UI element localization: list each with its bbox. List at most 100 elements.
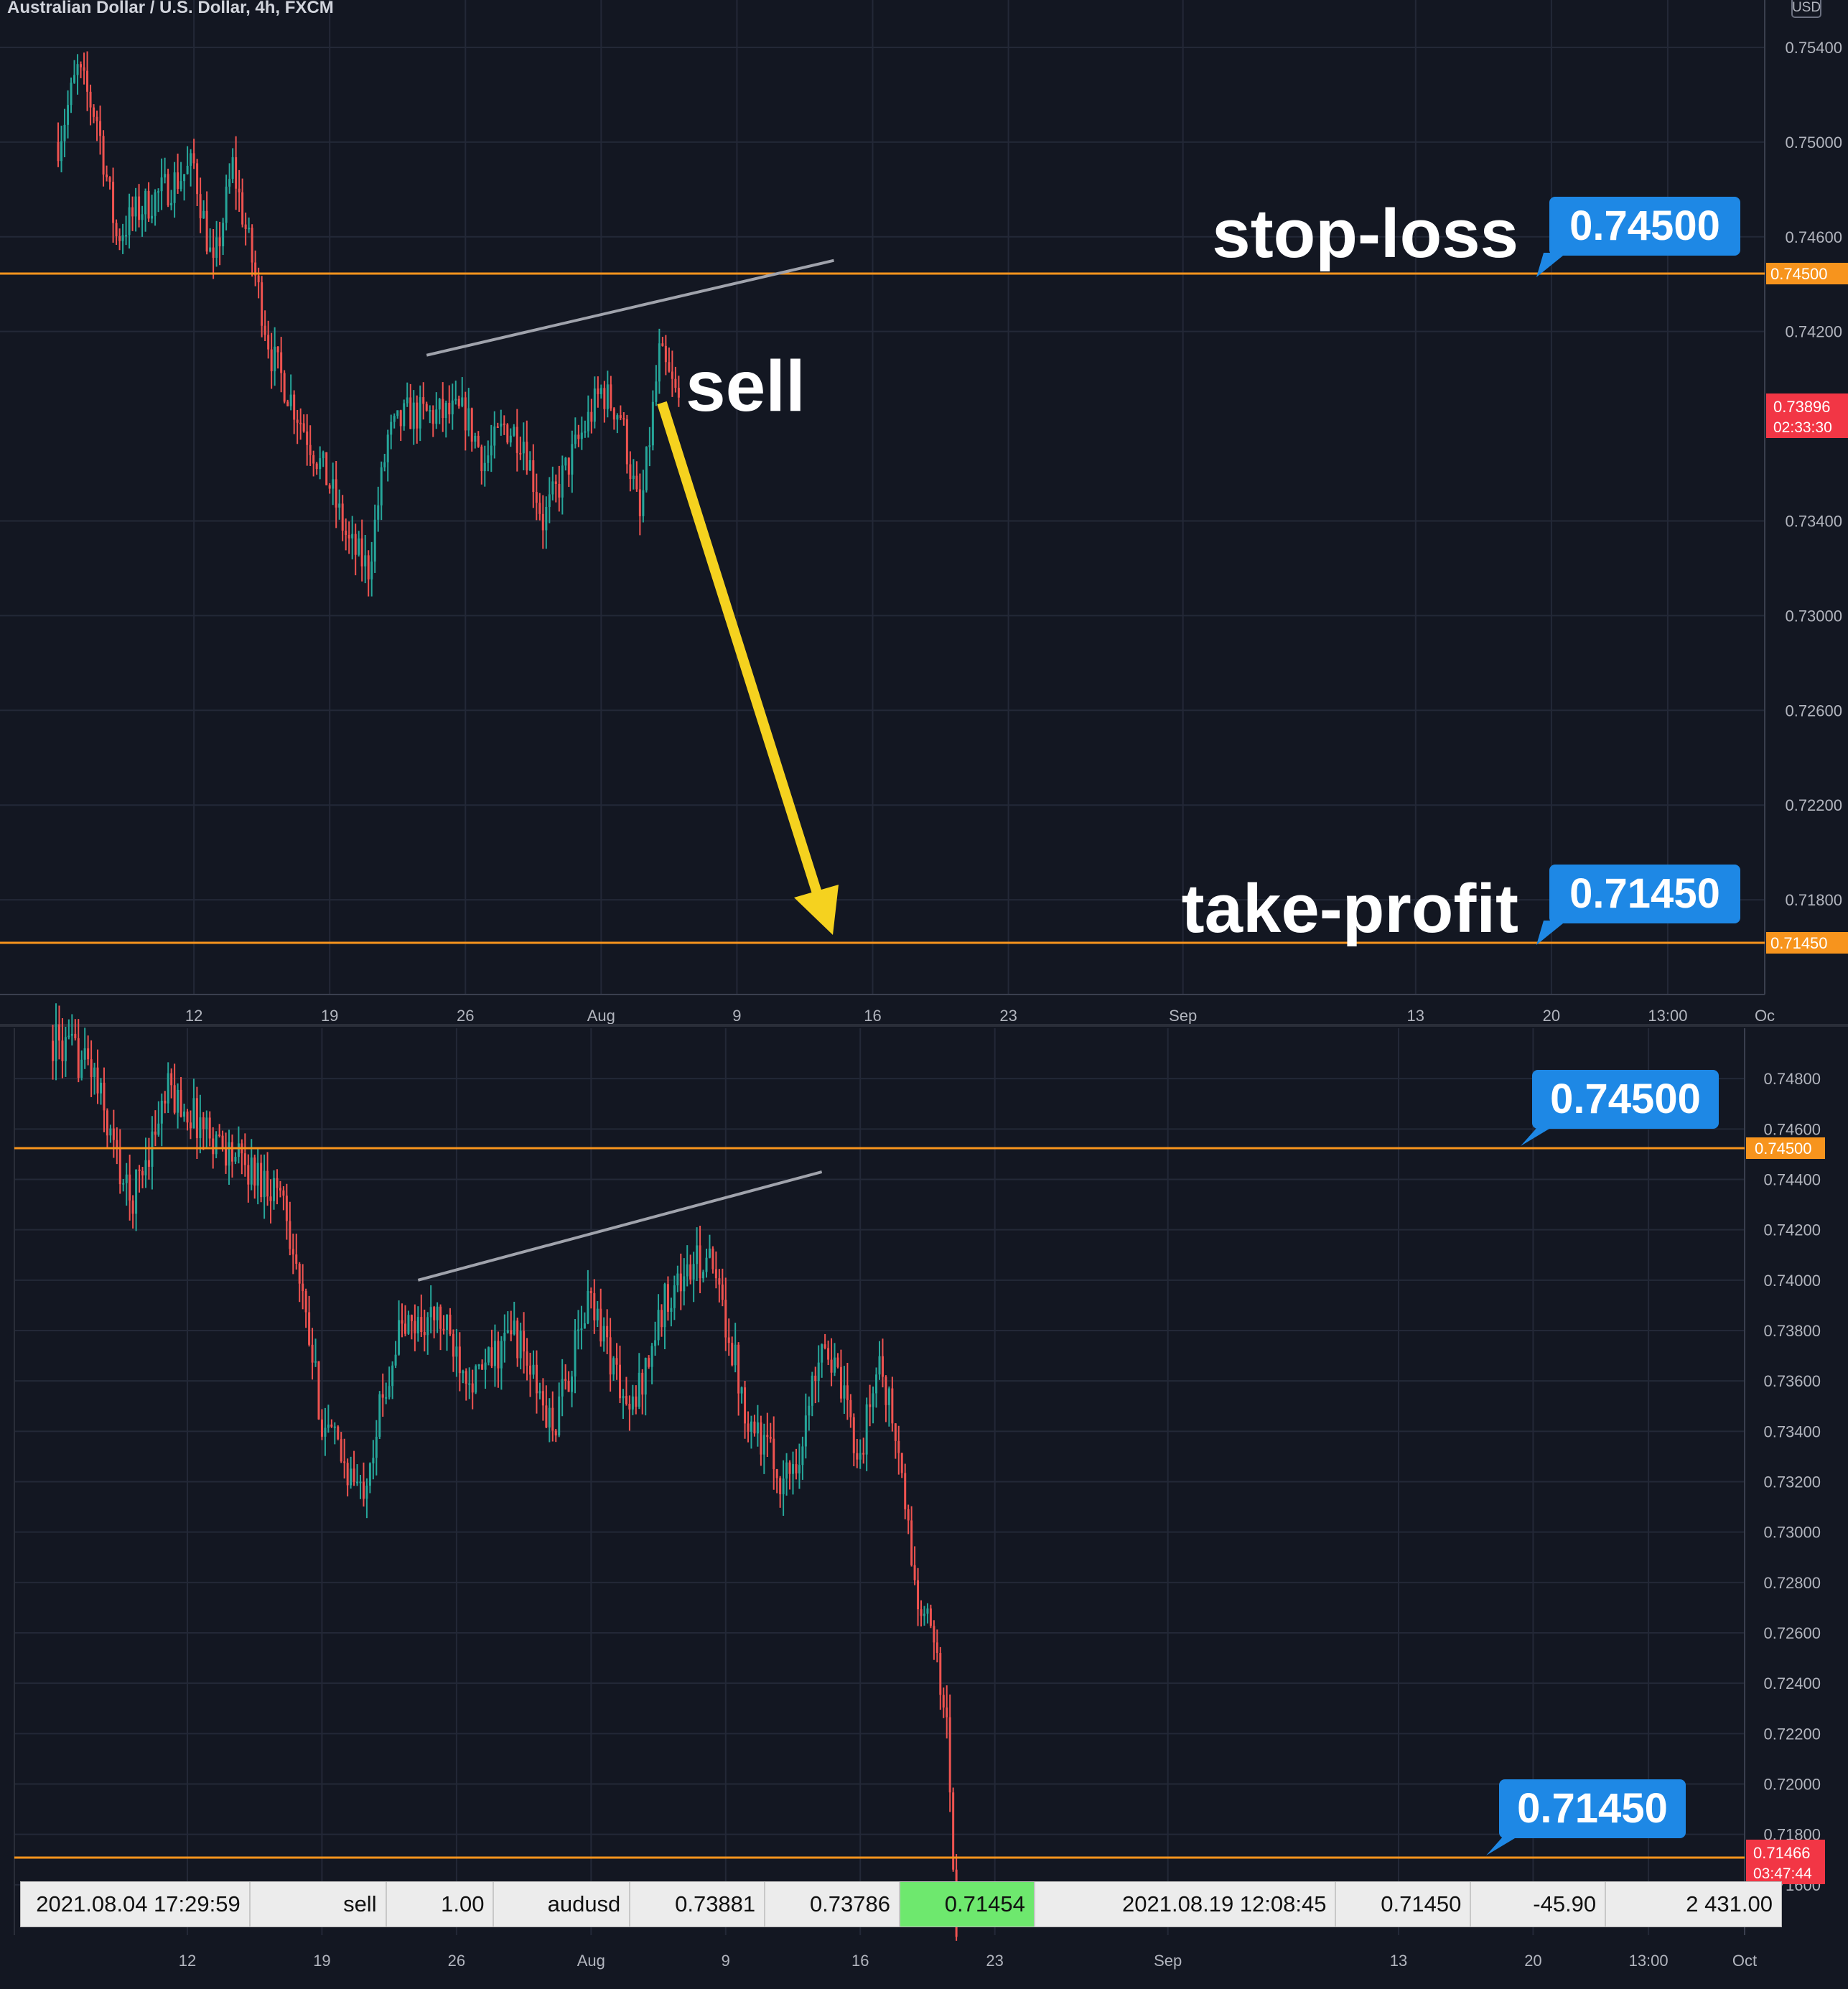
bottom-candle-body — [589, 1290, 592, 1293]
bottom-candle-body — [253, 1157, 256, 1186]
take-profit-callout[interactable]: 0.71450 — [1536, 865, 1740, 945]
bottom-candle-body — [225, 1147, 228, 1166]
top-candle-body — [564, 457, 567, 466]
top-candle-body — [60, 141, 63, 162]
bottom-candle-body — [731, 1343, 734, 1366]
bottom-price-tick: 0.74800 — [1763, 1070, 1821, 1088]
bottom-candle-body — [894, 1423, 897, 1441]
bottom-candle-body — [340, 1439, 342, 1462]
bottom-candle-body — [368, 1463, 371, 1486]
top-candle-body — [354, 534, 357, 555]
bottom-candle-body — [475, 1366, 477, 1393]
sell-arrow[interactable] — [657, 401, 839, 935]
currency-badge[interactable]: USD — [1792, 0, 1821, 15]
bottom-price-tick: 0.74200 — [1763, 1221, 1821, 1239]
bottom-ascending-trend-line[interactable] — [417, 1170, 823, 1282]
bottom-candle-body — [154, 1131, 157, 1135]
bottom-candle-body — [320, 1419, 323, 1437]
bottom-candle-body — [619, 1364, 621, 1399]
bottom-candle-body — [416, 1317, 419, 1333]
bottom-candle-body — [686, 1264, 689, 1277]
bottom-price-tick: 0.72000 — [1763, 1776, 1821, 1794]
bottom-candle-body — [506, 1330, 509, 1333]
top-candle-body — [671, 371, 673, 379]
top-candle-body — [661, 343, 664, 346]
bottom-candle-body — [510, 1330, 513, 1335]
bottom-candle-body — [452, 1333, 454, 1357]
bottom-price-axis[interactable]: 0.74800 0.74600 0.74400 0.74200 0.74000 0.738… — [1763, 1070, 1821, 1894]
bottom-candle-body — [256, 1163, 259, 1186]
top-candle-body — [612, 408, 615, 420]
bottom-candle-body — [449, 1314, 452, 1334]
top-candle-body — [548, 494, 551, 507]
bottom-price-tick: 0.74600 — [1763, 1120, 1821, 1138]
top-candle-body — [360, 538, 363, 567]
bottom-candle-body — [952, 1792, 955, 1870]
stop-loss-callout[interactable]: 0.74500 — [1536, 197, 1740, 277]
bottom-candle-body — [403, 1323, 406, 1334]
bottom-candle-body — [462, 1371, 465, 1374]
bottom-candle-body — [118, 1147, 121, 1185]
top-candle-body — [248, 228, 251, 230]
bottom-stop-loss-callout[interactable]: 0.74500 — [1521, 1070, 1719, 1146]
top-price-tick: 0.75000 — [1785, 134, 1842, 152]
top-candle-body — [645, 447, 648, 490]
top-candle-body — [144, 190, 147, 215]
top-candle-body — [383, 462, 386, 467]
top-price-axis[interactable]: 0.75400 0.75000 0.74600 0.74200 0.73400 0.730… — [1785, 39, 1842, 909]
bottom-candle-body — [792, 1464, 794, 1474]
top-ascending-trend-line[interactable] — [426, 258, 834, 357]
top-candle-body — [403, 403, 406, 427]
bottom-candle-body — [100, 1082, 102, 1094]
bottom-candle-body — [872, 1393, 874, 1407]
bottom-candle-body — [612, 1358, 615, 1375]
bottom-candle-body — [455, 1346, 458, 1357]
top-candle-body — [335, 479, 337, 508]
top-candle-body — [625, 419, 628, 465]
bottom-time-axis[interactable]: 12 19 26 Aug 9 16 23 Sep 13 20 13:00 Oct — [179, 1952, 1757, 1970]
top-candle-body — [225, 186, 228, 223]
bottom-candle-body — [885, 1377, 887, 1405]
trade-open-price: 0.73881 — [630, 1882, 766, 1927]
bottom-candle-body — [519, 1331, 522, 1359]
bottom-candle-body — [250, 1157, 253, 1185]
top-candle-body — [222, 223, 225, 247]
trade-history-row[interactable]: 2021.08.04 17:29:59 sell 1.00 audusd 0.7… — [20, 1881, 1782, 1927]
bottom-candle-body — [823, 1344, 826, 1348]
bottom-time-tick: 13:00 — [1629, 1952, 1669, 1970]
bottom-candle-body — [410, 1315, 413, 1321]
bottom-candle-body — [327, 1424, 330, 1428]
top-candle-body — [274, 346, 276, 372]
top-time-tick: Sep — [1169, 1007, 1197, 1025]
bottom-candle-body — [295, 1254, 298, 1264]
top-candle-body — [674, 378, 677, 388]
top-time-axis[interactable]: 12 19 26 Aug 9 16 23 Sep 13 20 13:00 Oc — [185, 1007, 1775, 1025]
bottom-candle-body — [67, 1035, 70, 1038]
bottom-candle-body — [788, 1462, 791, 1474]
bottom-candle-body — [541, 1391, 544, 1406]
bottom-candle-body — [147, 1160, 150, 1167]
top-candle-body — [513, 427, 515, 436]
bottom-candle-body — [112, 1128, 115, 1140]
top-time-tick: 20 — [1543, 1007, 1560, 1025]
bottom-candle-body — [644, 1358, 647, 1395]
top-candle-body — [470, 408, 473, 442]
bottom-candle-body — [55, 1024, 57, 1061]
top-candle-body — [106, 174, 108, 177]
top-candle-body — [373, 519, 376, 562]
top-candle-body — [289, 394, 292, 406]
bottom-take-profit-callout[interactable]: 0.71450 — [1486, 1779, 1686, 1855]
bottom-candle-body — [503, 1332, 506, 1341]
bottom-stop-loss-axis-tag: 0.74500 — [1755, 1140, 1812, 1157]
trade-symbol: audusd — [494, 1882, 631, 1927]
bottom-candle-body — [654, 1340, 657, 1346]
top-candle-body — [444, 403, 447, 419]
top-candle-body — [545, 506, 548, 531]
top-candle-body — [186, 165, 189, 174]
currency-badge-box[interactable] — [1791, 0, 1821, 18]
top-candle-body — [528, 460, 531, 471]
bottom-candle-body — [756, 1422, 759, 1434]
bottom-candle-body — [195, 1098, 198, 1138]
bottom-candle-body — [769, 1437, 772, 1439]
